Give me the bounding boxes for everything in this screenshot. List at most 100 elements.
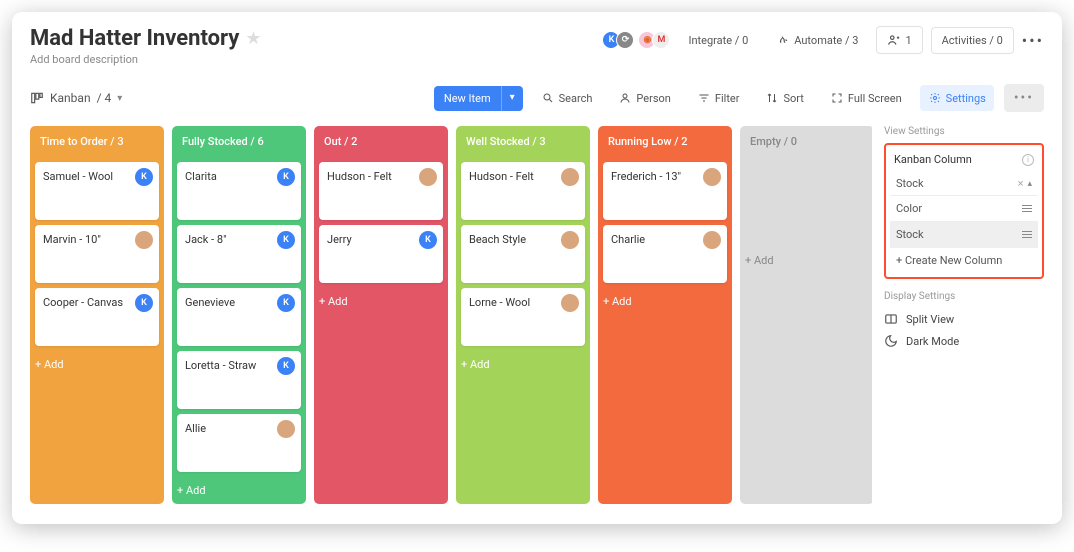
column-header[interactable]: Time to Order / 3	[30, 126, 164, 157]
kanban-card[interactable]: JerryK	[319, 225, 443, 283]
sort-label: Sort	[783, 92, 803, 105]
members-count: 1	[905, 34, 911, 47]
settings-button[interactable]: Settings	[920, 85, 994, 111]
kanban-column-option[interactable]: Stock	[890, 221, 1038, 247]
avatar: K	[135, 168, 153, 186]
person-label: Person	[636, 92, 670, 105]
add-card-button[interactable]: + Add	[314, 288, 448, 315]
board-wrap: Time to Order / 3 Samuel - WoolKMarvin - …	[30, 126, 1044, 524]
kanban-card[interactable]: Beach Style	[461, 225, 585, 283]
info-icon[interactable]: i	[1022, 154, 1034, 166]
toolbar: Kanban / 4 ▾ New Item ▾ Search Person	[30, 84, 1044, 112]
add-card-button[interactable]: + Add	[172, 477, 306, 504]
kanban-column-select[interactable]: Stock × ▴	[890, 172, 1038, 195]
add-card-button[interactable]: + Add	[456, 351, 590, 378]
add-card-button[interactable]: + Add	[740, 247, 872, 274]
avatar	[277, 420, 295, 438]
create-new-column[interactable]: + Create New Column	[890, 247, 1038, 273]
kanban-card[interactable]: Loretta - StrawK	[177, 351, 301, 409]
avatar: K	[135, 294, 153, 312]
filter-label: Filter	[715, 92, 740, 105]
split-view-toggle[interactable]: Split View	[884, 308, 1044, 330]
kanban-card[interactable]: Jack - 8"K	[177, 225, 301, 283]
kanban-card[interactable]: Frederich - 13"	[603, 162, 727, 220]
new-item-button[interactable]: New Item ▾	[434, 86, 523, 111]
avatar: K	[419, 231, 437, 249]
add-card-button[interactable]: + Add	[598, 288, 732, 315]
new-item-label: New Item	[434, 86, 501, 111]
kanban-board: Time to Order / 3 Samuel - WoolKMarvin - …	[30, 126, 872, 524]
new-item-dropdown-icon[interactable]: ▾	[501, 86, 523, 111]
toolbar-more-icon[interactable]: •••	[1004, 84, 1044, 112]
clear-icon[interactable]: ×	[1018, 177, 1024, 190]
kanban-column: Out / 2Hudson - FeltJerryK+ Add	[314, 126, 448, 504]
kanban-column: Fully Stocked / 6ClaritaKJack - 8"KGenev…	[172, 126, 306, 504]
board-description[interactable]: Add board description	[30, 53, 262, 66]
kanban-card[interactable]: ClaritaK	[177, 162, 301, 220]
integrate-badges: K ⟳	[606, 31, 634, 49]
automate-label: Automate / 3	[794, 34, 858, 47]
activities-label: Activities / 0	[942, 34, 1003, 47]
toolbar-right: New Item ▾ Search Person Filter	[434, 84, 1044, 112]
sort-button[interactable]: Sort	[757, 85, 811, 111]
kanban-card[interactable]: Hudson - Felt	[319, 162, 443, 220]
filter-button[interactable]: Filter	[689, 85, 748, 111]
split-view-label: Split View	[906, 313, 954, 326]
members-button[interactable]: 1	[876, 26, 922, 54]
avatar: K	[277, 357, 295, 375]
column-header[interactable]: Empty / 0	[740, 126, 872, 157]
avatar: K	[277, 168, 295, 186]
kanban-column: Well Stocked / 3Hudson - FeltBeach Style…	[456, 126, 590, 504]
drag-handle-icon	[1022, 205, 1032, 213]
settings-icon	[928, 91, 942, 105]
search-button[interactable]: Search	[533, 85, 601, 111]
kanban-card[interactable]: Charlie	[603, 225, 727, 283]
kanban-column-panel: Kanban Column i Stock × ▴ ColorStock + C…	[884, 143, 1044, 279]
header: Mad Hatter Inventory ★ Add board descrip…	[30, 26, 1044, 66]
kanban-column-option[interactable]: Color	[890, 195, 1038, 221]
header-more-icon[interactable]: •••	[1022, 31, 1044, 50]
fullscreen-icon	[830, 91, 844, 105]
kanban-column: Running Low / 2 Frederich - 13"Charlie + A…	[598, 126, 732, 504]
avatar	[135, 231, 153, 249]
column-body: Hudson - FeltJerryK	[314, 157, 448, 288]
add-card-button[interactable]: + Add	[30, 351, 164, 378]
column-body: Hudson - FeltBeach StyleLorne - Wool	[456, 157, 590, 351]
automate-button[interactable]: ሉ Automate / 3	[766, 27, 868, 53]
avatar	[703, 231, 721, 249]
column-body	[740, 157, 872, 247]
fullscreen-button[interactable]: Full Screen	[822, 85, 910, 111]
column-header[interactable]: Well Stocked / 3	[456, 126, 590, 157]
column-header[interactable]: Fully Stocked / 6	[172, 126, 306, 157]
avatar: K	[277, 294, 295, 312]
kanban-card[interactable]: Allie	[177, 414, 301, 472]
moon-icon	[884, 334, 898, 348]
integrate-button[interactable]: Integrate / 0	[678, 28, 758, 53]
chevron-up-icon: ▴	[1027, 179, 1032, 189]
title-row: Mad Hatter Inventory ★	[30, 26, 262, 51]
column-header[interactable]: Running Low / 2	[598, 126, 732, 157]
favorite-star-icon[interactable]: ★	[245, 28, 261, 49]
column-header[interactable]: Out / 2	[314, 126, 448, 157]
kanban-card[interactable]: Hudson - Felt	[461, 162, 585, 220]
header-left: Mad Hatter Inventory ★ Add board descrip…	[30, 26, 262, 66]
view-switcher[interactable]: Kanban / 4 ▾	[30, 91, 122, 105]
dark-mode-toggle[interactable]: Dark Mode	[884, 330, 1044, 352]
header-right: K ⟳ ◉ M Integrate / 0 ሉ Automate / 3 1	[606, 26, 1044, 54]
person-button[interactable]: Person	[610, 85, 678, 111]
kanban-card[interactable]: Cooper - CanvasK	[35, 288, 159, 346]
kanban-card[interactable]: GenevieveK	[177, 288, 301, 346]
kanban-card[interactable]: Samuel - WoolK	[35, 162, 159, 220]
column-body: ClaritaKJack - 8"KGenevieveKLoretta - St…	[172, 157, 306, 477]
integrate-badges-2: ◉ M	[642, 31, 670, 49]
kanban-card[interactable]: Lorne - Wool	[461, 288, 585, 346]
app-frame: Mad Hatter Inventory ★ Add board descrip…	[12, 12, 1062, 524]
kanban-selected-value: Stock	[896, 177, 924, 190]
display-settings-heading: Display Settings	[884, 291, 1044, 302]
kanban-card[interactable]: Marvin - 10"	[35, 225, 159, 283]
activities-button[interactable]: Activities / 0	[931, 27, 1014, 54]
chevron-down-icon: ▾	[117, 93, 122, 104]
board-title: Mad Hatter Inventory	[30, 26, 239, 51]
avatar	[703, 168, 721, 186]
avatar	[561, 294, 579, 312]
